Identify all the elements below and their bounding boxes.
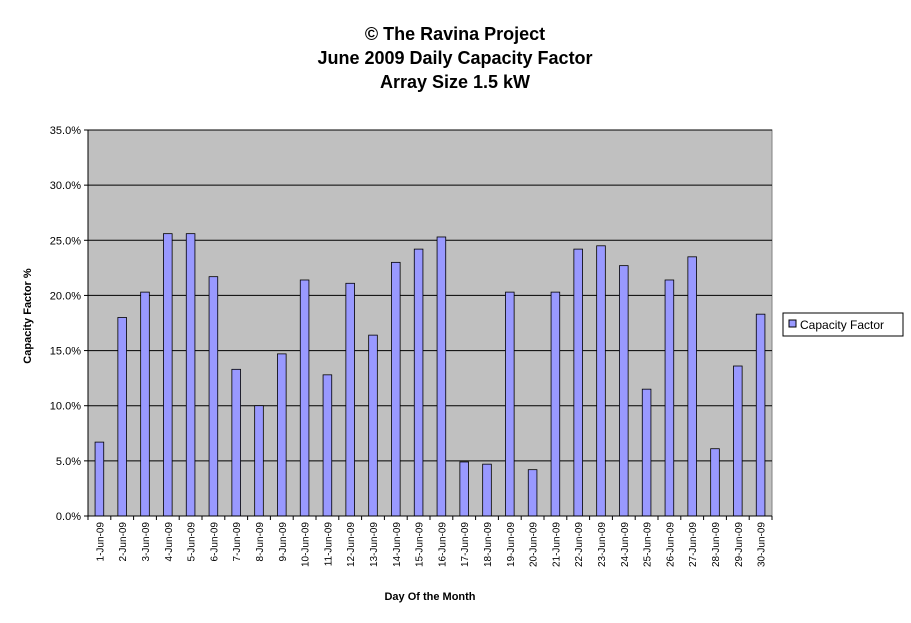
bar [413, 248, 424, 517]
bar [322, 374, 333, 517]
bar [185, 233, 196, 517]
bar [163, 233, 173, 517]
bar [231, 368, 241, 517]
chart-title: © The Ravina Project June 2009 Daily Cap… [317, 24, 592, 92]
x-tick-label: 20-Jun-09 [529, 522, 540, 567]
x-tick-label: 28-Jun-09 [711, 522, 722, 567]
x-axis-title: Day Of the Month [384, 591, 475, 603]
bar [573, 248, 583, 517]
x-tick-label: 7-Jun-09 [232, 522, 243, 562]
chart-title-line-2: June 2009 Daily Capacity Factor [317, 48, 592, 68]
bar [550, 291, 561, 517]
x-tick-label: 13-Jun-09 [369, 522, 380, 567]
bar [687, 256, 697, 517]
chart-title-line-3: Array Size 1.5 kW [380, 72, 530, 92]
x-tick-label: 10-Jun-09 [301, 522, 312, 567]
chart-title-line-1: © The Ravina Project [365, 24, 545, 44]
y-tick-label: 35.0% [50, 125, 81, 137]
bar [459, 461, 469, 517]
x-tick-label: 23-Jun-09 [597, 522, 608, 567]
x-tick-label: 5-Jun-09 [187, 522, 198, 562]
legend-box [782, 312, 904, 337]
x-tick-label: 1-Jun-09 [95, 522, 106, 562]
bar [710, 448, 720, 517]
x-tick-label: 15-Jun-09 [415, 522, 426, 567]
gridlines [88, 129, 772, 462]
y-tick-label: 5.0% [56, 456, 81, 468]
x-tick-label: 6-Jun-09 [209, 522, 220, 562]
bar [117, 317, 127, 517]
legend-label: Capacity Factor [800, 318, 884, 332]
x-tick-label: 4-Jun-09 [164, 522, 175, 562]
bar [527, 469, 538, 517]
x-tick-label: 17-Jun-09 [460, 522, 471, 567]
y-axis: 0.0% 5.0% 10.0% 15.0% 20.0% 25.0% 30.0% 35.0% [50, 125, 89, 523]
x-tick-label: 12-Jun-09 [346, 522, 357, 567]
bar [482, 463, 492, 517]
x-tick-label: 18-Jun-09 [483, 522, 494, 567]
y-tick-label: 30.0% [50, 180, 81, 192]
bar [277, 353, 287, 517]
y-axis-title: Capacity Factor % [22, 268, 34, 364]
x-tick-label: 2-Jun-09 [118, 522, 129, 562]
bar [755, 313, 766, 517]
x-tick-label: 30-Jun-09 [757, 522, 768, 567]
bar [641, 388, 652, 517]
bar [505, 291, 515, 517]
x-tick-label: 3-Jun-09 [141, 522, 152, 562]
y-tick-label: 0.0% [56, 511, 81, 523]
bar [619, 265, 629, 517]
x-tick-label: 26-Jun-09 [665, 522, 676, 567]
bar [208, 276, 219, 517]
bar [94, 441, 105, 517]
y-tick-label: 15.0% [50, 346, 81, 358]
x-tick-label: 25-Jun-09 [643, 522, 654, 567]
y-tick-label: 25.0% [50, 235, 81, 247]
legend: Capacity Factor [782, 312, 904, 337]
x-tick-label: 8-Jun-09 [255, 522, 266, 562]
x-tick-label: 24-Jun-09 [620, 522, 631, 567]
x-tick-label: 14-Jun-09 [392, 522, 403, 567]
x-tick-label: 19-Jun-09 [506, 522, 517, 567]
y-tick-label: 10.0% [50, 401, 81, 413]
bar [254, 405, 264, 517]
x-axis: 1-Jun-09 2-Jun-09 3-Jun-09 4-Jun-09 5-Jun-09… [87, 515, 773, 567]
bar [391, 261, 401, 517]
x-tick-label: 16-Jun-09 [437, 522, 448, 567]
bar [664, 279, 675, 517]
x-tick-label: 22-Jun-09 [574, 522, 585, 567]
bar [733, 365, 743, 517]
plot-area [87, 129, 773, 517]
x-tick-label: 29-Jun-09 [734, 522, 745, 567]
y-tick-label: 20.0% [50, 290, 81, 302]
bar [345, 282, 355, 517]
x-tick-label: 27-Jun-09 [688, 522, 699, 567]
bar [596, 245, 606, 517]
x-tick-label: 9-Jun-09 [278, 522, 289, 562]
bar [140, 291, 150, 517]
bar [436, 236, 447, 517]
bar [299, 279, 310, 517]
bar [368, 334, 378, 517]
legend-swatch [788, 319, 797, 328]
x-tick-label: 21-Jun-09 [551, 522, 562, 567]
x-tick-label: 11-Jun-09 [323, 522, 334, 567]
